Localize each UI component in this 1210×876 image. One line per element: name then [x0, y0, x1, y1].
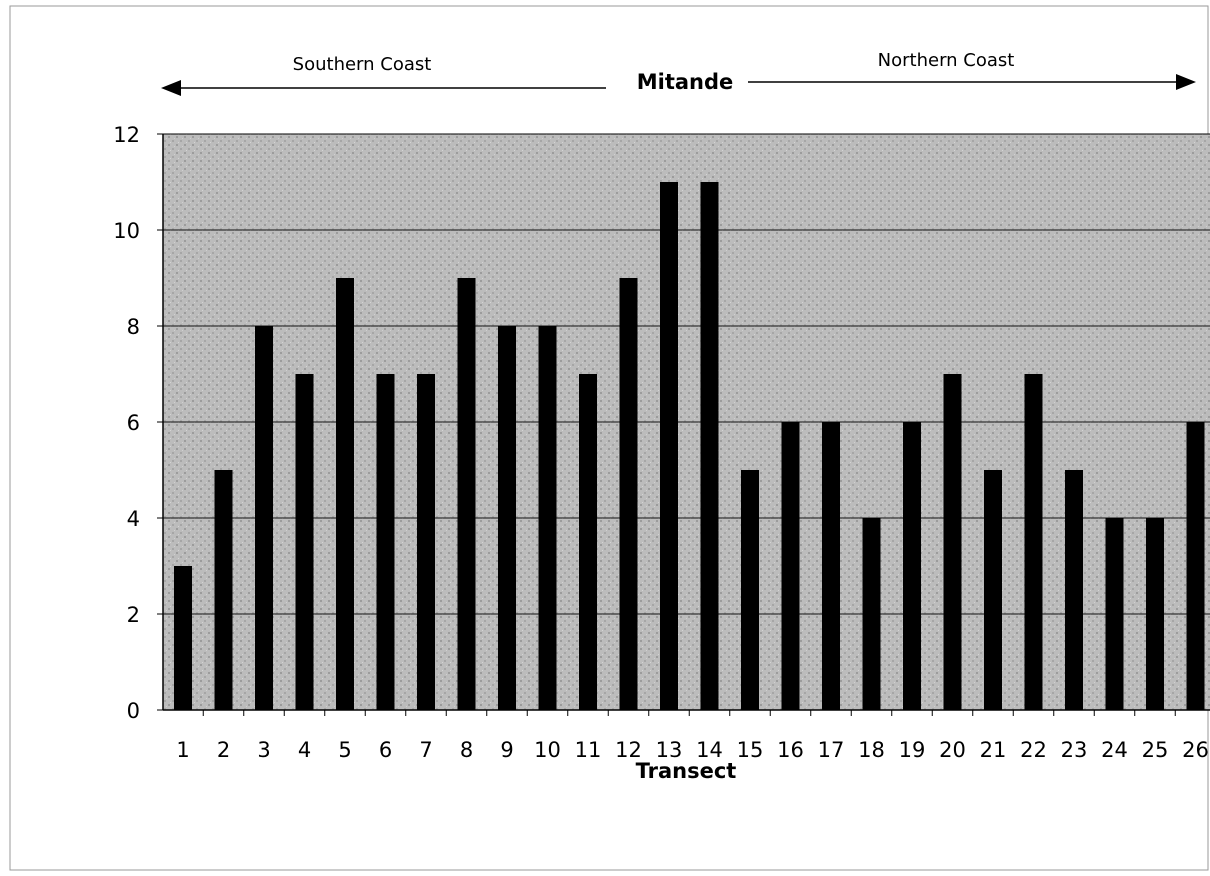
bar-8: [457, 278, 476, 710]
x-tick-label-7: 7: [419, 738, 432, 762]
right-arrow-head: [1176, 74, 1196, 90]
x-tick-label-6: 6: [379, 738, 392, 762]
x-tick-label-25: 25: [1142, 738, 1169, 762]
bar-12: [619, 278, 638, 710]
x-tick-label-5: 5: [338, 738, 351, 762]
bar-23: [1065, 470, 1083, 710]
bar-18: [862, 518, 881, 710]
x-axis-title: Transect: [636, 759, 737, 783]
x-tick-label-14: 14: [696, 738, 723, 762]
x-tick-label-12: 12: [615, 738, 642, 762]
y-tick-label-12: 12: [113, 123, 140, 147]
bar-7: [417, 374, 435, 710]
x-tick-label-20: 20: [939, 738, 966, 762]
x-tick-label-19: 19: [899, 738, 926, 762]
bar-4: [295, 374, 314, 710]
x-tick-label-26: 26: [1182, 738, 1209, 762]
bar-19: [903, 422, 921, 710]
y-tick-labels: 0 2 4 6 8 10 12: [113, 123, 140, 723]
x-tick-label-23: 23: [1061, 738, 1088, 762]
x-tick-label-18: 18: [858, 738, 885, 762]
x-tick-label-21: 21: [980, 738, 1007, 762]
x-tick-label-9: 9: [500, 738, 513, 762]
bar-2: [214, 470, 233, 710]
x-tick-label-13: 13: [656, 738, 683, 762]
bar-9: [498, 326, 516, 710]
bar-15: [741, 470, 759, 710]
x-tick-label-24: 24: [1101, 738, 1128, 762]
y-tick-label-8: 8: [127, 315, 140, 339]
bar-25: [1146, 518, 1164, 710]
bar-11: [579, 374, 597, 710]
chart-title: Mitande: [637, 70, 734, 94]
bar-13: [660, 182, 678, 710]
x-tick-label-15: 15: [737, 738, 764, 762]
y-tick-label-2: 2: [127, 603, 140, 627]
bar-21: [984, 470, 1002, 710]
y-tick-label-4: 4: [127, 507, 140, 531]
x-tick-label-22: 22: [1020, 738, 1047, 762]
left-arrow-head: [161, 80, 181, 96]
x-tick-label-10: 10: [534, 738, 561, 762]
bar-17: [822, 422, 840, 710]
x-tick-label-17: 17: [818, 738, 845, 762]
bar-26: [1186, 422, 1205, 710]
bars: [174, 182, 1205, 710]
bar-3: [255, 326, 273, 710]
x-tick-labels: 1 2 3 4 5 6 7 8 9 10 11 12 13 14 15 16 17 18 19 20 21 22 23 24 2…: [176, 738, 1209, 762]
x-tick-label-16: 16: [777, 738, 804, 762]
x-tick-label-2: 2: [217, 738, 230, 762]
x-tick-label-11: 11: [575, 738, 602, 762]
bar-6: [376, 374, 395, 710]
bar-22: [1024, 374, 1043, 710]
left-region-label: Southern Coast: [293, 54, 432, 75]
x-tick-label-8: 8: [460, 738, 473, 762]
y-tick-label-0: 0: [127, 699, 140, 723]
bar-24: [1105, 518, 1124, 710]
x-tick-label-1: 1: [176, 738, 189, 762]
bar-14: [700, 182, 719, 710]
y-tick-label-6: 6: [127, 411, 140, 435]
bar-16: [781, 422, 800, 710]
bar-10: [538, 326, 557, 710]
axes: [157, 133, 1210, 716]
region-header: Southern Coast Mitande Northern Coast: [161, 50, 1196, 96]
x-tick-label-3: 3: [257, 738, 270, 762]
right-region-label: Northern Coast: [878, 50, 1015, 71]
bar-5: [336, 278, 354, 710]
y-tick-label-10: 10: [113, 219, 140, 243]
bar-1: [174, 566, 192, 710]
bar-20: [943, 374, 962, 710]
x-tick-label-4: 4: [298, 738, 311, 762]
